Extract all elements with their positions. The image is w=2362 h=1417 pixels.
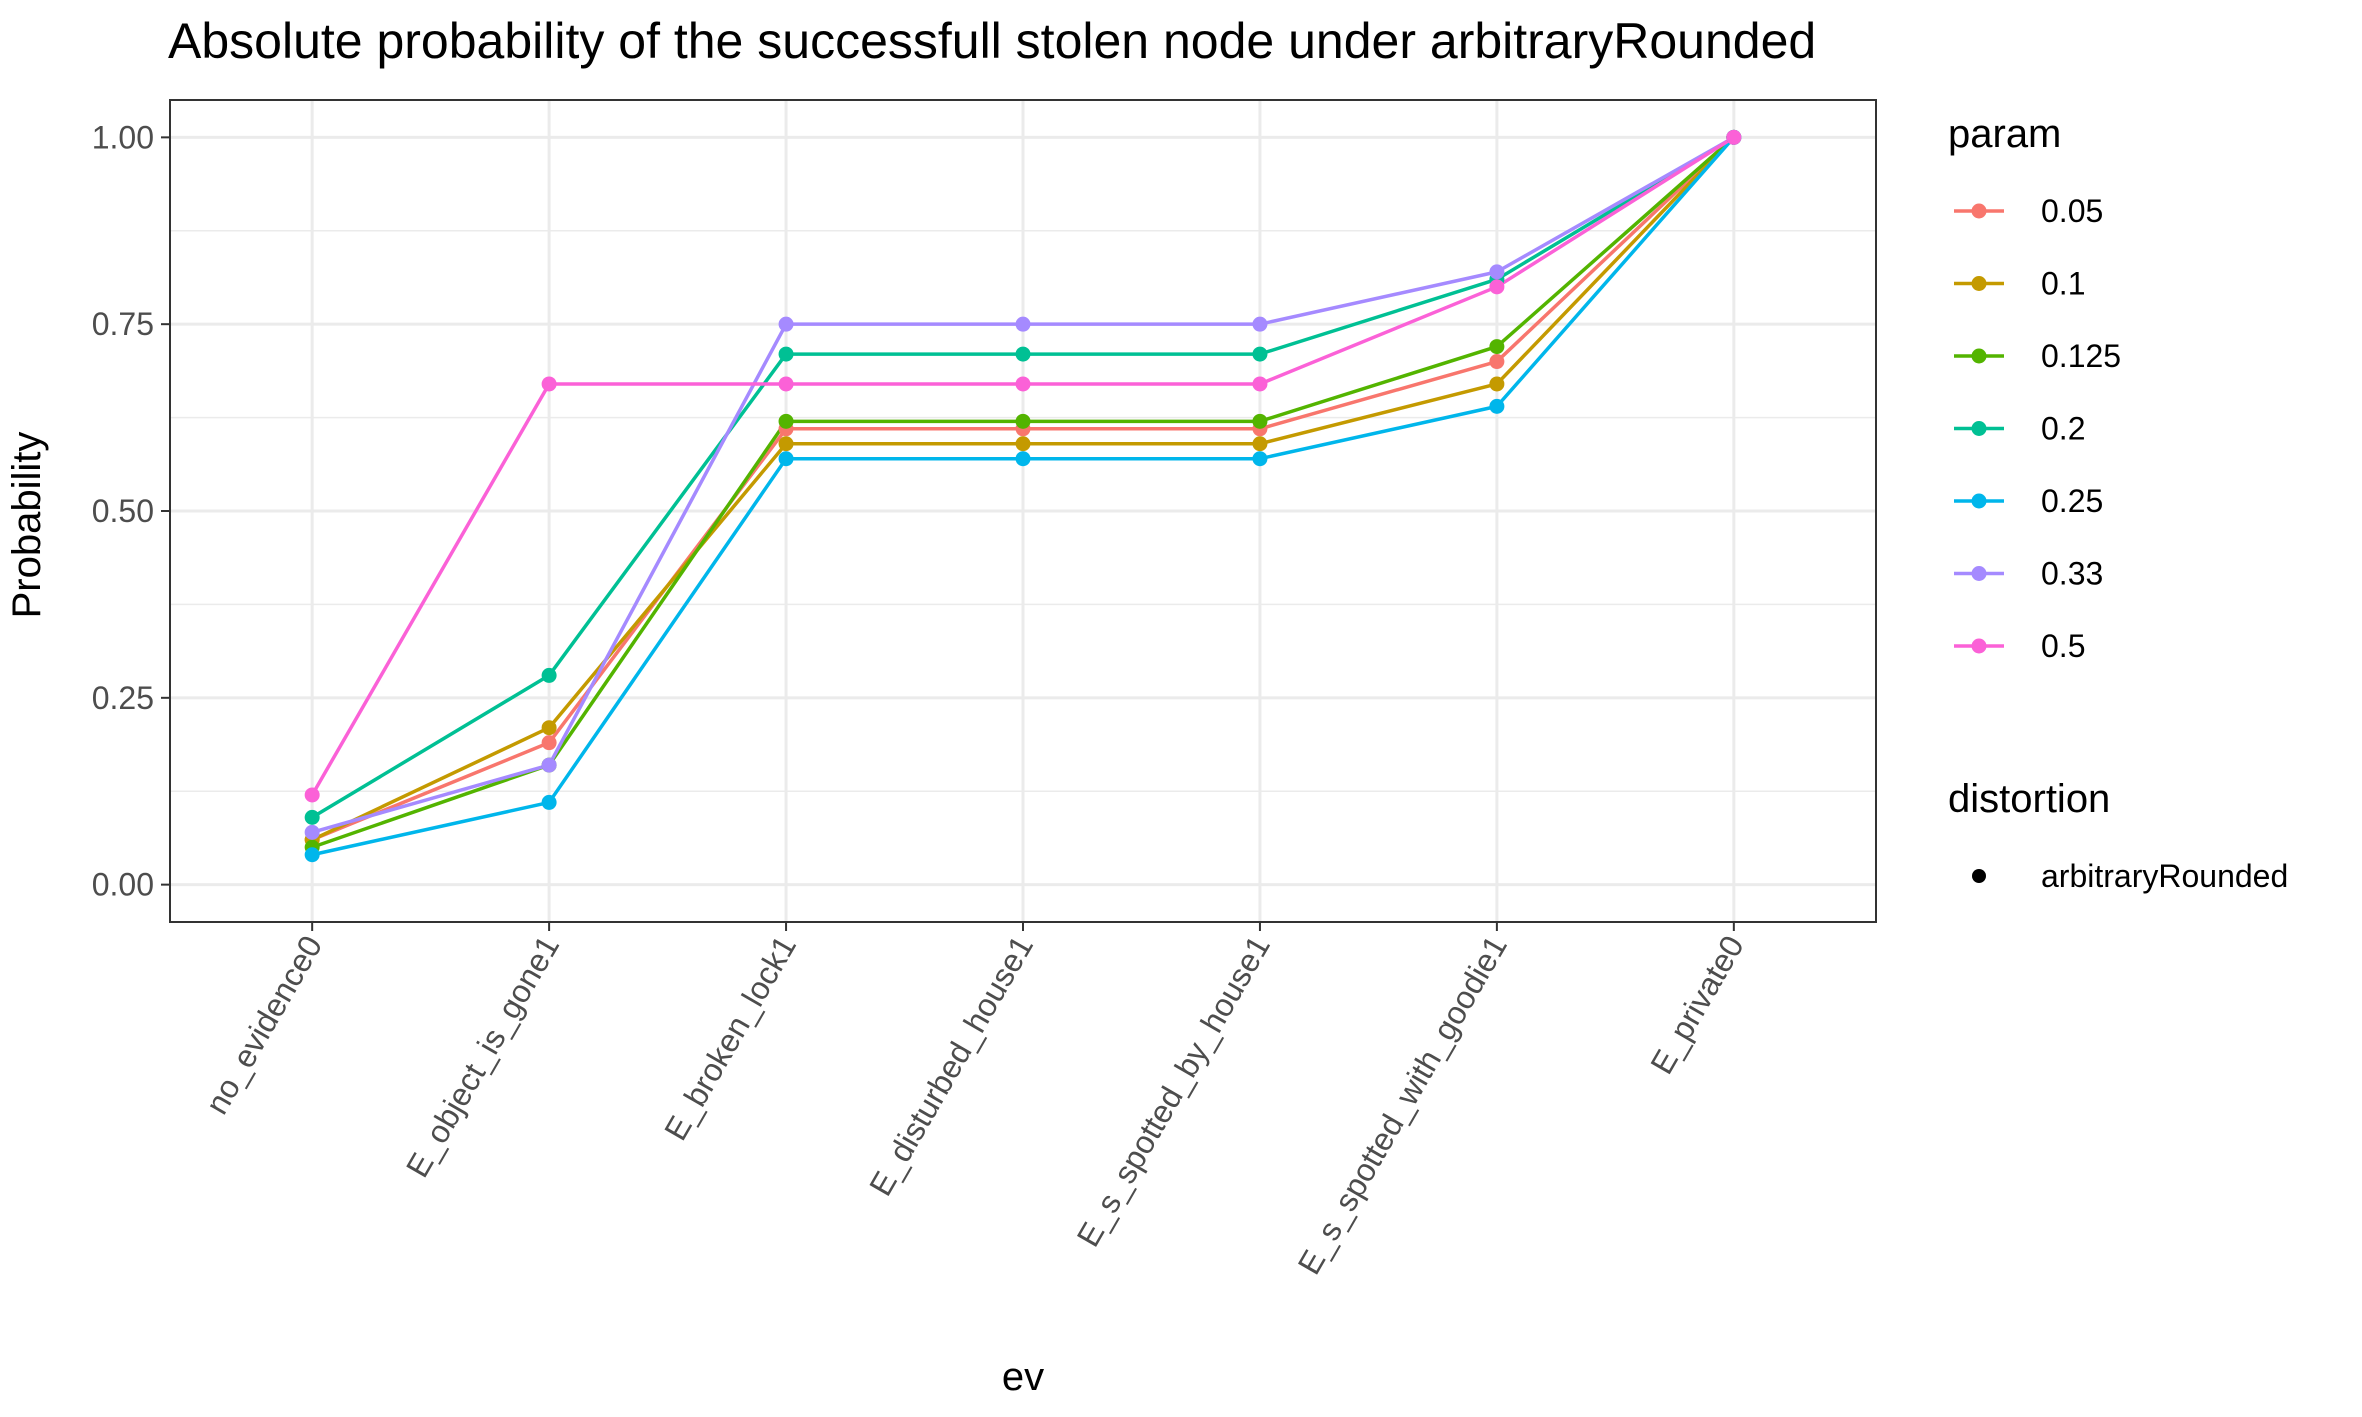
legend: param 0.05 0.1 0.125 0.2 0.25 0.33 0.5 distort…: [1948, 112, 2288, 894]
data-point-0.33: [1015, 316, 1031, 332]
legend-key-point: [1971, 421, 1987, 436]
legend-key-point: [1971, 493, 1987, 509]
data-point-0.2: [304, 809, 320, 825]
y-tick-label: 0.00: [92, 867, 154, 903]
legend-key-point: [1971, 566, 1987, 581]
legend-label: 0.1: [2041, 266, 2085, 302]
legend-key-point: [1971, 638, 1987, 654]
series-points: [304, 129, 1742, 863]
shape-legend-label: arbitraryRounded: [2041, 858, 2288, 894]
data-point-0.33: [304, 824, 320, 840]
data-point-0.25: [304, 847, 320, 863]
chart-title: Absolute probability of the successfull …: [168, 13, 1816, 69]
y-tick-label: 0.50: [92, 493, 154, 529]
data-point-0.33: [778, 316, 794, 332]
data-point-0.1: [1489, 376, 1505, 392]
data-point-0.125: [1489, 339, 1505, 355]
data-point-0.125: [778, 413, 794, 429]
data-point-0.1: [541, 720, 557, 736]
legend-label: 0.2: [2041, 411, 2085, 447]
data-point-0.25: [541, 794, 557, 810]
data-point-0.25: [1015, 451, 1031, 467]
legend-key-point: [1971, 276, 1987, 291]
plot-panel: [169, 99, 1877, 923]
data-point-0.5: [1489, 279, 1505, 295]
legend-label: 0.125: [2041, 338, 2121, 374]
data-point-0.5: [1726, 129, 1742, 145]
y-axis-title: Probability: [5, 432, 49, 619]
data-point-0.1: [778, 436, 794, 452]
data-point-0.125: [1015, 413, 1031, 429]
data-point-0.5: [1015, 376, 1031, 392]
y-tick-label: 0.25: [92, 680, 154, 716]
data-point-0.25: [1252, 451, 1268, 467]
legend-label: 0.25: [2041, 483, 2103, 519]
data-point-0.1: [1015, 436, 1031, 452]
data-point-0.1: [1252, 436, 1268, 452]
data-point-0.2: [541, 667, 557, 683]
legend-label: 0.33: [2041, 556, 2103, 592]
data-point-0.05: [1489, 354, 1505, 370]
data-point-0.25: [1489, 398, 1505, 414]
data-point-0.125: [1252, 413, 1268, 429]
legend-label: 0.05: [2041, 193, 2103, 229]
data-point-0.5: [778, 376, 794, 392]
legend-key-point: [1971, 348, 1987, 364]
legend-items: 0.05 0.1 0.125 0.2 0.25 0.33 0.5: [1954, 193, 2121, 664]
data-point-0.25: [778, 451, 794, 467]
shape-legend-key: [1972, 869, 1986, 883]
data-point-0.2: [1252, 346, 1268, 362]
shape-legend-title: distortion: [1948, 777, 2110, 821]
legend-title: param: [1948, 112, 2061, 156]
y-tick-label: 1.00: [92, 119, 154, 155]
y-axis: 0.00 0.25 0.50 0.75 1.00: [92, 119, 170, 903]
y-tick-label: 0.75: [92, 306, 154, 342]
data-point-0.33: [1252, 316, 1268, 332]
data-point-0.5: [1252, 376, 1268, 392]
data-point-0.05: [541, 735, 557, 751]
data-point-0.2: [778, 346, 794, 362]
data-point-0.5: [541, 376, 557, 392]
data-point-0.5: [304, 787, 320, 803]
data-point-0.2: [1015, 346, 1031, 362]
legend-key-point: [1971, 203, 1987, 219]
data-point-0.33: [541, 757, 557, 773]
data-point-0.33: [1489, 264, 1505, 280]
legend-label: 0.5: [2041, 628, 2085, 664]
x-axis-title: ev: [1002, 1355, 1044, 1399]
